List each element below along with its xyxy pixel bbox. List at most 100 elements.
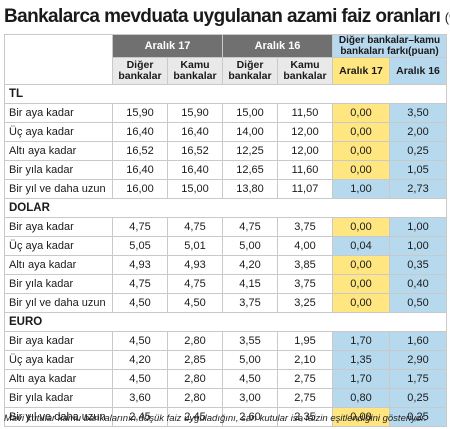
rate-other-banks-dec16: 5,00 — [222, 350, 278, 370]
table-row: Bir yıla kadar 4,75 4,75 4,15 3,75 0,00 0,40 — [4, 274, 448, 294]
table-row: Bir yıl ve daha uzun 2,45 2,45 2,60 2,35 0,00… — [4, 407, 448, 427]
diff-dec16: 2,00 — [388, 122, 448, 142]
rate-other-banks-dec16: 4,15 — [222, 274, 278, 294]
diff-dec16: 0,25 — [388, 388, 448, 408]
row-label: Bir yıl ve daha uzun — [4, 293, 113, 313]
table-row: Altı aya kadar 4,50 2,80 4,50 2,75 1,70 1,75 — [4, 369, 448, 389]
header-diff-period-2: Aralık 16 — [388, 57, 448, 85]
table-row: Bir aya kadar 15,90 15,90 15,00 11,50 0,00 3,5… — [4, 103, 448, 123]
section-title: TL — [3, 84, 448, 104]
rate-public-banks-dec17: 2,45 — [167, 407, 223, 427]
rate-public-banks-dec16: 11,60 — [277, 160, 333, 180]
diff-dec17: 0,00 — [332, 217, 390, 237]
header-diff-period-1: Aralık 17 — [332, 57, 390, 85]
rate-other-banks-dec17: 16,40 — [112, 122, 168, 142]
rate-public-banks-dec17: 2,80 — [167, 331, 223, 351]
diff-dec16: 0,40 — [388, 274, 448, 294]
rate-public-banks-dec16: 2,10 — [277, 350, 333, 370]
rate-public-banks-dec17: 2,85 — [167, 350, 223, 370]
diff-dec16: 1,60 — [388, 331, 448, 351]
rate-other-banks-dec17: 2,45 — [112, 407, 168, 427]
title-text: Bankalarca mevduata uygulanan azami faiz… — [4, 6, 441, 27]
row-label: Üç aya kadar — [4, 122, 113, 142]
diff-dec17: 0,00 — [332, 141, 390, 161]
rate-public-banks-dec17: 16,40 — [167, 122, 223, 142]
row-label: Üç aya kadar — [4, 236, 113, 256]
section-title: EURO — [3, 312, 448, 332]
section-title: DOLAR — [3, 198, 448, 218]
diff-dec17: 0,80 — [332, 388, 390, 408]
diff-dec17: 0,00 — [332, 274, 390, 294]
rate-other-banks-dec17: 16,40 — [112, 160, 168, 180]
rate-other-banks-dec17: 16,00 — [112, 179, 168, 199]
rate-public-banks-dec17: 16,40 — [167, 160, 223, 180]
rate-public-banks-dec16: 3,25 — [277, 293, 333, 313]
rate-other-banks-dec17: 4,20 — [112, 350, 168, 370]
section-row: TL — [3, 84, 448, 104]
rate-other-banks-dec16: 5,00 — [222, 236, 278, 256]
rate-public-banks-dec16: 3,75 — [277, 274, 333, 294]
row-label: Altı aya kadar — [4, 141, 113, 161]
diff-dec17: 1,35 — [332, 350, 390, 370]
row-label: Bir aya kadar — [4, 331, 113, 351]
diff-dec17: 1,70 — [332, 331, 390, 351]
rate-public-banks-dec17: 4,50 — [167, 293, 223, 313]
table-row: Üç aya kadar 5,05 5,01 5,00 4,00 0,04 1,00 — [4, 236, 448, 256]
header-other-banks-2: Diğer bankalar — [222, 57, 278, 85]
header-public-banks-1: Kamu bankalar — [167, 57, 223, 85]
diff-dec17: 0,00 — [332, 160, 390, 180]
header-public-banks-2: Kamu bankalar — [277, 57, 333, 85]
rate-public-banks-dec16: 2,75 — [277, 369, 333, 389]
row-label: Bir aya kadar — [4, 103, 113, 123]
diff-dec16: 3,50 — [388, 103, 448, 123]
section-row: DOLAR — [3, 198, 448, 218]
rate-public-banks-dec17: 4,75 — [167, 274, 223, 294]
diff-dec16: 1,75 — [388, 369, 448, 389]
section-row: EURO — [3, 312, 448, 332]
diff-dec17: 1,00 — [332, 179, 390, 199]
rate-other-banks-dec16: 4,75 — [222, 217, 278, 237]
rate-public-banks-dec17: 15,90 — [167, 103, 223, 123]
rate-other-banks-dec17: 5,05 — [112, 236, 168, 256]
rate-public-banks-dec16: 11,07 — [277, 179, 333, 199]
rate-other-banks-dec16: 4,50 — [222, 369, 278, 389]
header-row-1: Aralık 17 Aralık 16 Diğer bankalar–kamu … — [4, 34, 448, 85]
diff-dec17: 0,00 — [332, 122, 390, 142]
table-row: Bir yıl ve daha uzun 16,00 15,00 13,80 11,07… — [4, 179, 448, 199]
rate-other-banks-dec16: 12,65 — [222, 160, 278, 180]
diff-dec16: 0,25 — [388, 141, 448, 161]
diff-dec16: 0,35 — [388, 255, 448, 275]
header-blank-cell — [4, 34, 113, 85]
rate-other-banks-dec17: 4,75 — [112, 217, 168, 237]
rate-public-banks-dec17: 5,01 — [167, 236, 223, 256]
rate-public-banks-dec17: 4,93 — [167, 255, 223, 275]
table-row: Bir yıla kadar 16,40 16,40 12,65 11,60 0,00 1,… — [4, 160, 448, 180]
table-row: Bir yıla kadar 3,60 2,80 3,00 2,75 0,80 0,25 — [4, 388, 448, 408]
rate-other-banks-dec17: 15,90 — [112, 103, 168, 123]
rate-other-banks-dec17: 3,60 — [112, 388, 168, 408]
row-label: Bir yıla kadar — [4, 160, 113, 180]
row-label: Bir yıla kadar — [4, 388, 113, 408]
diff-dec16: 1,00 — [388, 236, 448, 256]
rate-public-banks-dec16: 3,85 — [277, 255, 333, 275]
diff-dec16: 1,00 — [388, 217, 448, 237]
rate-other-banks-dec16: 3,00 — [222, 388, 278, 408]
diff-dec16: 0,50 — [388, 293, 448, 313]
table-row: Altı aya kadar 4,93 4,93 4,20 3,85 0,00 0,35 — [4, 255, 448, 275]
rate-other-banks-dec17: 4,50 — [112, 331, 168, 351]
rate-public-banks-dec16: 12,00 — [277, 122, 333, 142]
rate-other-banks-dec17: 4,50 — [112, 293, 168, 313]
header-diff-line2: bankaları farkı(puan) — [340, 46, 439, 57]
rate-public-banks-dec16: 2,35 — [277, 407, 333, 427]
rate-public-banks-dec16: 3,75 — [277, 217, 333, 237]
row-label: Altı aya kadar — [4, 369, 113, 389]
rate-other-banks-dec16: 2,60 — [222, 407, 278, 427]
rate-public-banks-dec16: 4,00 — [277, 236, 333, 256]
diff-dec17: 0,00 — [332, 255, 390, 275]
row-label: Üç aya kadar — [4, 350, 113, 370]
rate-other-banks-dec17: 4,50 — [112, 369, 168, 389]
rate-other-banks-dec16: 4,20 — [222, 255, 278, 275]
rate-public-banks-dec17: 4,75 — [167, 217, 223, 237]
rate-public-banks-dec17: 15,00 — [167, 179, 223, 199]
rate-public-banks-dec16: 12,00 — [277, 141, 333, 161]
